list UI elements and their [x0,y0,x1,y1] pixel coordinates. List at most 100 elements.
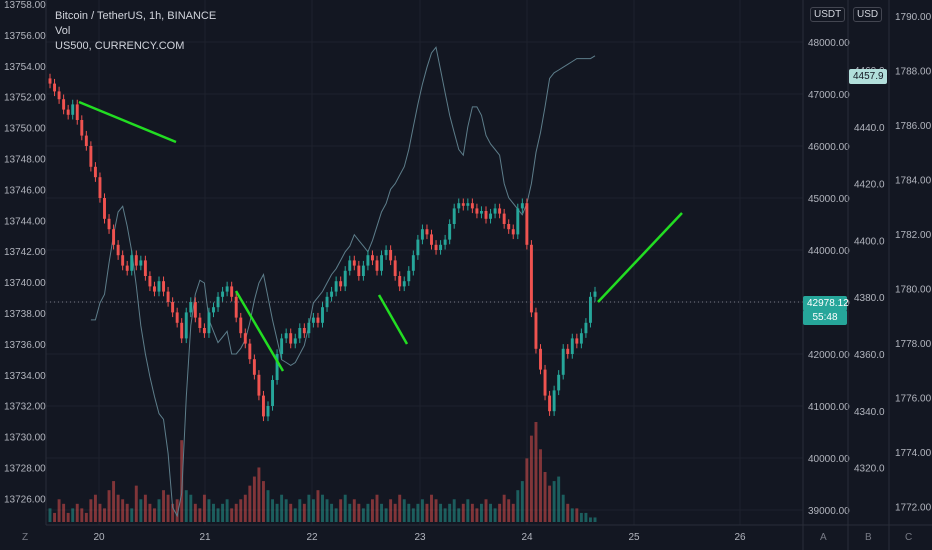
candle-body [548,395,552,412]
candle-body [539,348,542,370]
volume-bar [84,512,88,522]
candle-body [248,343,252,360]
candle-body [389,250,393,261]
candle-body [84,135,88,146]
tick-usdt: 46000.00 [808,142,850,153]
tick-usd: 4320.0 [854,464,885,475]
tick-right: 1774.00 [895,448,932,459]
tick-x: 25 [628,532,640,543]
volume-bar [125,503,129,522]
volume-bar [198,508,202,522]
axis-usd: 4460.04440.04420.04400.04380.04360.04340… [854,66,885,475]
volume-bar [261,481,265,522]
candle-body [321,307,324,323]
candle-body [62,99,66,110]
candle-body [370,255,374,261]
candle-body [261,395,265,417]
tick-right: 1778.00 [895,339,932,350]
volume-bar [511,503,515,522]
volume-bar [202,494,206,522]
candle-body [398,276,402,287]
volume-bar [557,476,561,522]
trend-line-3 [377,294,409,345]
volume-bar [443,508,447,522]
volume-bar [516,490,520,522]
volume-bar [529,435,533,522]
volume-bar [275,503,279,522]
volume-bar [357,503,361,522]
candle-body [411,255,415,271]
volume-bar [184,490,188,522]
candle-body [557,374,561,391]
tick-usdt: 44000.00 [808,246,850,257]
candle-body [266,406,270,417]
currency-button-usd[interactable]: USD [853,7,883,22]
axis-usdt: 48000.00 47000.00 46000.00 45000.00 44000.00… [808,38,850,517]
candle-body [325,296,329,308]
volume-bar [457,508,461,522]
volume-bar [271,499,275,522]
candle-body [116,244,120,256]
volume-bar [384,508,388,522]
tick-far-left: 13734.00 [4,371,46,382]
candle-body [516,208,520,235]
currency-button-usdt[interactable]: USDT [810,7,846,22]
candle-body [171,302,175,313]
volume-bar [248,485,252,522]
candle-body [293,338,297,344]
volume-bar [534,422,538,522]
candle-body [271,380,275,406]
tick-usd: 4440.0 [854,123,885,134]
axis-right: 1790.00 1788.00 1786.00 1784.00 1782.00 1780.… [895,12,932,514]
volume-bar [579,512,583,522]
candle-body [511,229,515,235]
volume-bar [402,499,406,522]
candle-body [416,239,420,256]
compare-symbol-label[interactable]: US500, CURRENCY.COM [55,40,185,52]
tick-right: 1790.00 [895,12,932,23]
corner-a[interactable]: A [820,532,827,543]
volume-bar [48,508,52,522]
tick-x: 20 [93,532,105,543]
symbol-title[interactable]: Bitcoin / TetherUS, 1h, BINANCE [55,10,217,22]
candle-body [275,354,279,380]
corner-b[interactable]: B [865,532,872,543]
candle-body [184,312,188,339]
candle-body [543,369,547,396]
volume-bar [175,499,179,522]
volume-bar [193,503,197,522]
tick-far-left: 13750.00 [4,124,46,135]
tick-x: 22 [306,532,318,543]
volume-bar [461,503,465,522]
candle-body [239,317,243,334]
tick-usd: 4420.0 [854,180,885,191]
volume-bar [230,508,234,522]
candle-body [339,281,343,287]
candle-body [420,229,424,240]
candle-body [425,229,429,235]
chart-legend: Bitcoin / TetherUS, 1h, BINANCE Vol US50… [55,9,216,54]
candle-body [457,203,461,209]
corner-c[interactable]: C [905,532,913,543]
tick-x: 26 [734,532,746,543]
volume-indicator-label[interactable]: Vol [55,25,71,37]
volume-bar [561,494,565,522]
corner-z[interactable]: Z [22,532,29,543]
tick-x: 23 [414,532,426,543]
candle-body [343,270,347,287]
candle-body [352,260,356,266]
candle-body [393,260,397,276]
candle-body [166,291,170,302]
volume-bar [257,467,261,522]
trend-lines[interactable] [78,100,683,372]
volume-bar [520,481,524,522]
candle-body [579,333,583,344]
volume-bar [584,512,588,522]
candle-body [93,166,97,178]
candle-body [289,333,293,344]
candle-body [361,265,365,276]
volume-bar [112,481,116,522]
candle-body [507,224,511,230]
tick-far-left: 13744.00 [4,216,46,227]
